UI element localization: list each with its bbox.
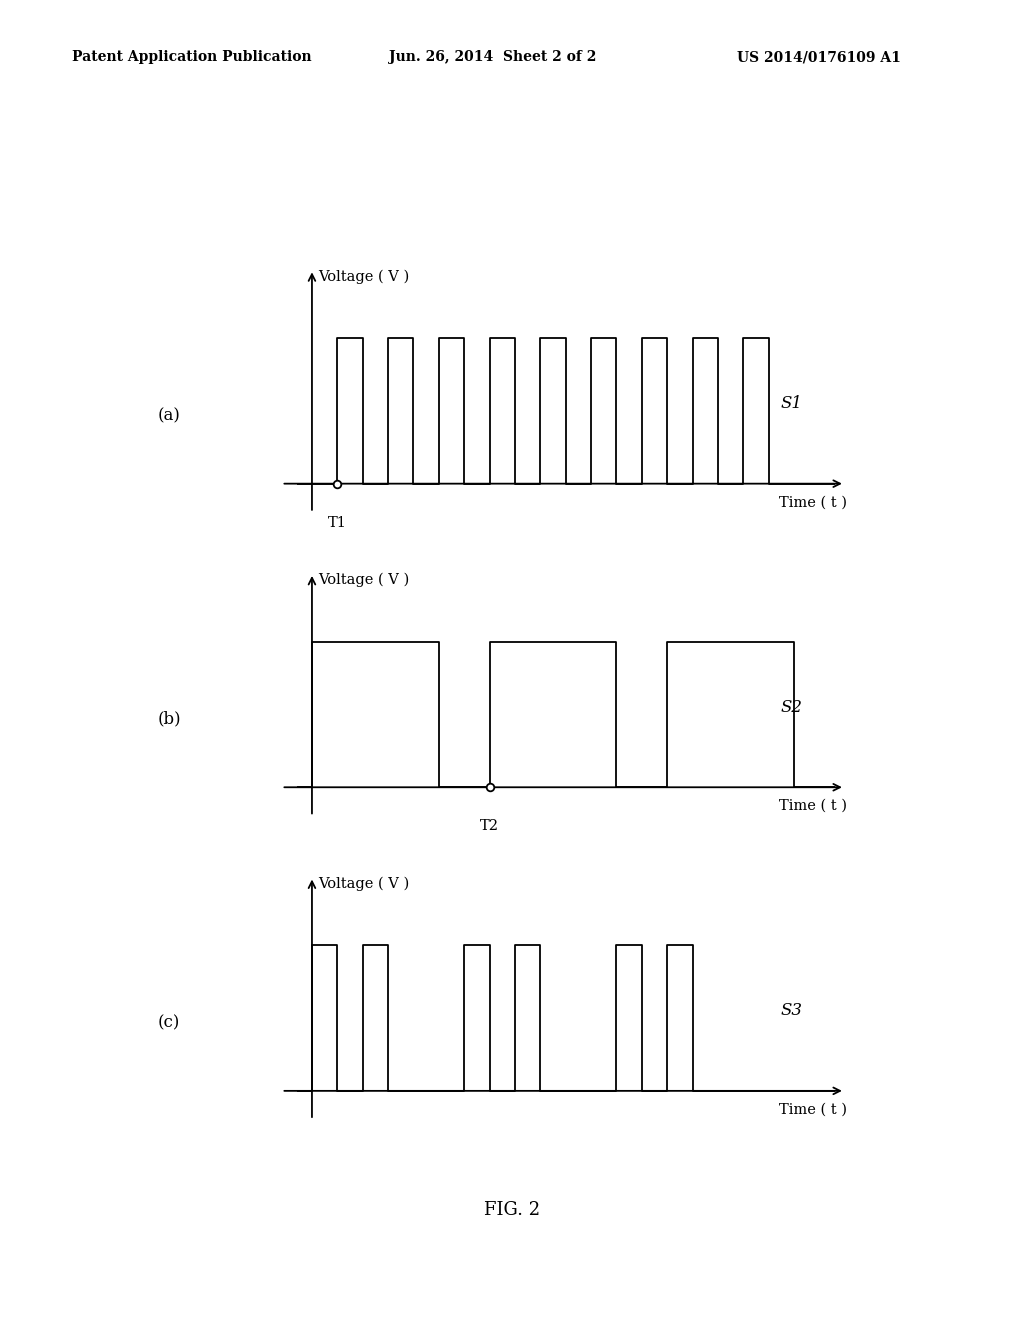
Text: Time ( t ): Time ( t ) xyxy=(779,799,847,813)
Text: Voltage ( V ): Voltage ( V ) xyxy=(318,573,410,587)
Text: T1: T1 xyxy=(328,516,347,529)
Text: FIG. 2: FIG. 2 xyxy=(484,1201,540,1220)
Text: Time ( t ): Time ( t ) xyxy=(779,495,847,510)
Text: Time ( t ): Time ( t ) xyxy=(779,1102,847,1117)
Text: Patent Application Publication: Patent Application Publication xyxy=(72,50,311,65)
Text: Voltage ( V ): Voltage ( V ) xyxy=(318,269,410,284)
Text: (b): (b) xyxy=(157,710,181,727)
Text: (a): (a) xyxy=(158,407,180,424)
Text: S3: S3 xyxy=(781,1002,803,1019)
Text: S2: S2 xyxy=(781,698,803,715)
Text: Voltage ( V ): Voltage ( V ) xyxy=(318,876,410,891)
Text: Jun. 26, 2014  Sheet 2 of 2: Jun. 26, 2014 Sheet 2 of 2 xyxy=(389,50,597,65)
Text: T2: T2 xyxy=(480,820,499,833)
Text: S1: S1 xyxy=(781,395,803,412)
Text: (c): (c) xyxy=(158,1014,180,1031)
Text: US 2014/0176109 A1: US 2014/0176109 A1 xyxy=(737,50,901,65)
